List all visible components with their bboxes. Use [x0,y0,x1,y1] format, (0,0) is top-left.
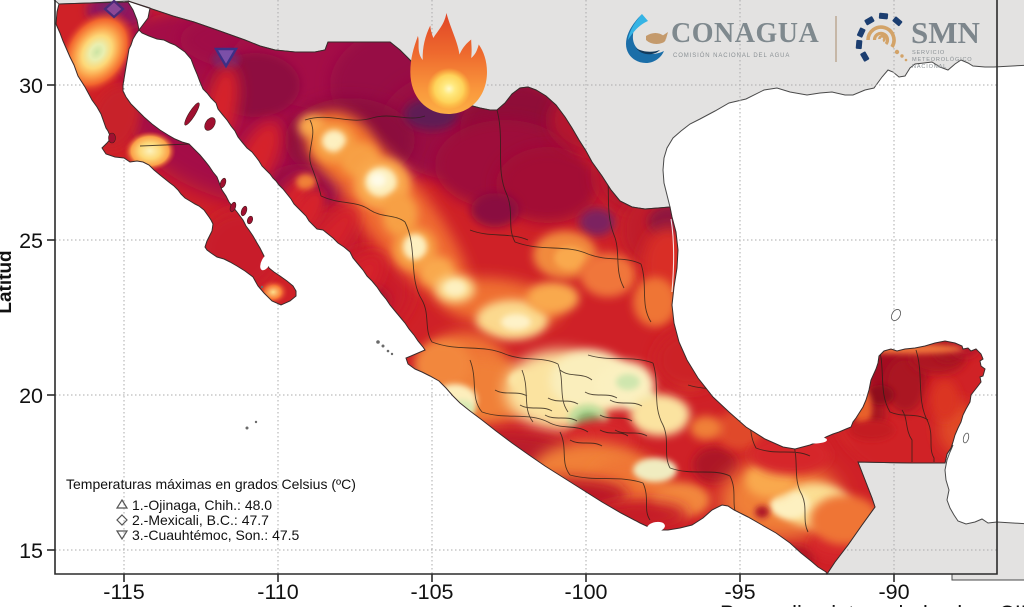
svg-text:NACIONAL: NACIONAL [912,64,947,70]
svg-text:-100: -100 [564,580,607,604]
svg-text:3.-Cuauhtémoc, Son.: 47.5: 3.-Cuauhtémoc, Son.: 47.5 [132,527,300,543]
svg-text:-105: -105 [410,580,453,604]
svg-text:Temperaturas máximas en grados: Temperaturas máximas en grados Celsius (… [66,476,356,492]
svg-text:METEOROLÓGICO: METEOROLÓGICO [912,56,972,63]
svg-text:1.-Ojinaga, Chih.: 48.0: 1.-Ojinaga, Chih.: 48.0 [132,497,272,513]
svg-text:30: 30 [19,74,43,98]
svg-text:COMISIÓN NACIONAL DEL AGUA: COMISIÓN NACIONAL DEL AGUA [673,52,790,59]
svg-text:25: 25 [19,229,43,253]
svg-text:-90: -90 [878,580,909,604]
svg-text:-95: -95 [724,580,755,604]
svg-text:2.-Mexicali, B.C.: 47.7: 2.-Mexicali, B.C.: 47.7 [132,512,269,528]
svg-text:SERVICIO: SERVICIO [912,50,945,56]
svg-text:Promedios interpolados hoy: Promedios interpolados hoy CIU [720,601,1024,607]
svg-text:-115: -115 [103,580,144,604]
svg-text:SMN: SMN [911,15,980,50]
svg-text:CONAGUA: CONAGUA [671,18,819,49]
svg-text:-110: -110 [257,580,298,604]
svg-text:20: 20 [19,384,43,408]
svg-text:15: 15 [19,539,43,563]
svg-text:Latitud: Latitud [0,250,16,313]
